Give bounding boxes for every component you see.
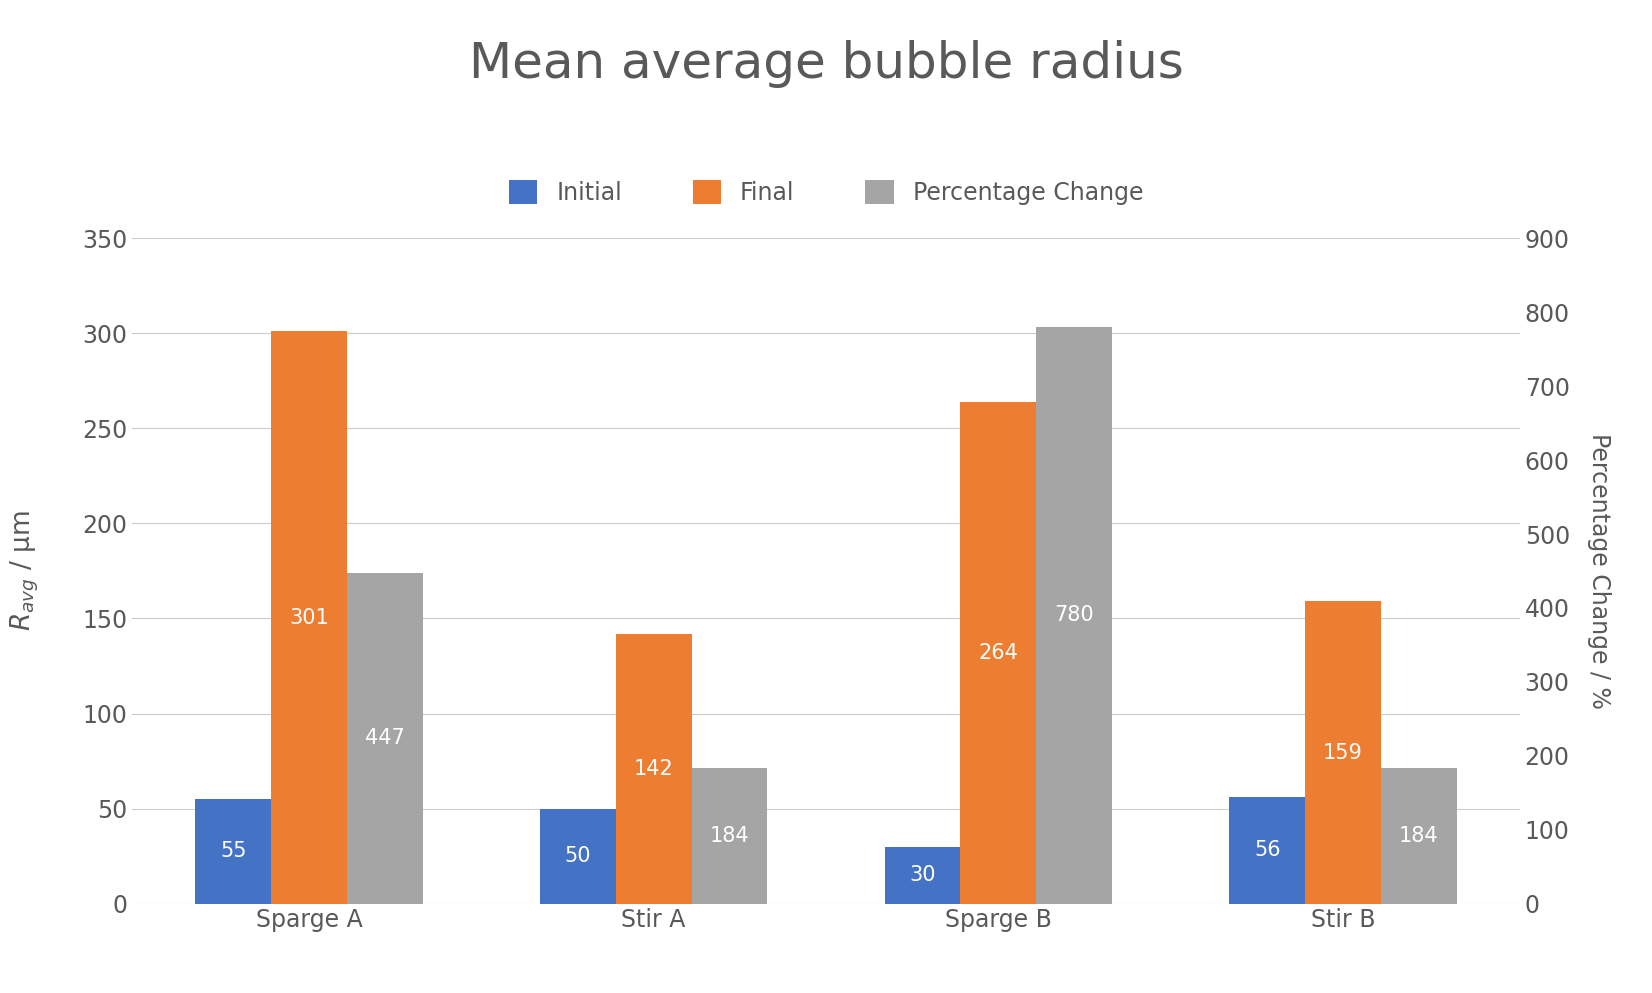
Text: 56: 56 [1254, 840, 1280, 860]
Text: $R_{avg}$ / μm: $R_{avg}$ / μm [8, 510, 41, 632]
Bar [1036, 327, 1112, 904]
Bar [195, 799, 271, 904]
Bar [1305, 602, 1381, 904]
Legend: Initial, Final, Percentage Change: Initial, Final, Percentage Change [499, 171, 1153, 214]
Bar [884, 847, 960, 904]
Text: 159: 159 [1323, 743, 1363, 763]
Text: 50: 50 [565, 846, 591, 866]
Bar [616, 634, 692, 904]
Text: Mean average bubble radius: Mean average bubble radius [469, 40, 1183, 87]
Text: 55: 55 [220, 841, 246, 861]
Bar [271, 332, 347, 904]
Bar [692, 768, 768, 904]
Text: 780: 780 [1054, 606, 1094, 626]
Bar [960, 402, 1036, 904]
Text: 184: 184 [710, 825, 750, 846]
Text: 142: 142 [634, 759, 674, 779]
Text: 447: 447 [365, 729, 405, 749]
Y-axis label: Percentage Change / %: Percentage Change / % [1586, 433, 1611, 709]
Bar [347, 573, 423, 904]
Bar [1381, 768, 1457, 904]
Bar [540, 808, 616, 904]
Text: 264: 264 [978, 642, 1018, 662]
Text: 30: 30 [909, 865, 935, 885]
Text: 301: 301 [289, 608, 329, 628]
Bar [1229, 797, 1305, 904]
Text: 184: 184 [1399, 825, 1439, 846]
